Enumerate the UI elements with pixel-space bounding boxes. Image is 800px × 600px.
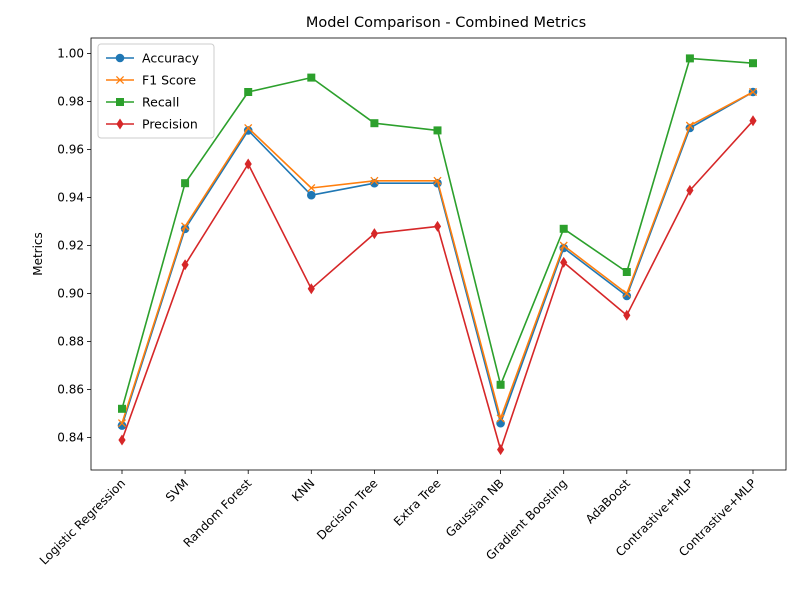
data-point [749,115,757,127]
x-tick-label: Random Forest [181,476,255,550]
data-point [496,414,505,423]
data-point [685,121,694,130]
series-line [121,91,754,424]
legend-item: Precision [106,117,198,132]
data-point [496,380,505,389]
data-point [433,176,442,185]
data-point [370,119,379,128]
data-point [118,404,126,413]
data-point [622,291,632,301]
series-f1-score [117,87,758,428]
legend-label: F1 Score [142,73,196,88]
y-tick-label: 0.98 [57,95,84,109]
data-point [370,176,379,185]
series-line [121,57,754,410]
legend: Accuracy F1 Score Recall Precision [97,43,215,139]
x-tick-label: SVM [163,476,191,504]
y-tick-label: 0.92 [57,239,84,253]
plot-frame [90,37,787,471]
y-tick-label: 0.94 [57,191,84,205]
data-point [307,190,316,200]
data-point [244,88,253,96]
legend-marker [116,98,124,106]
series-precision [118,115,757,456]
data-point [117,419,127,428]
legend-item: Accuracy [106,51,200,66]
legend-label: Recall [142,95,179,110]
x-tick-label: KNN [289,476,317,504]
data-point [622,268,631,276]
legend-marker [115,53,125,63]
x-tick-label: Decision Tree [314,476,380,542]
data-point [496,418,505,428]
data-point [559,241,568,250]
x-tick-label: Extra Tree [391,476,444,529]
data-point [370,228,378,240]
data-point [748,87,758,97]
data-point [181,179,190,188]
data-point [307,183,316,193]
x-tick-label: AdaBoost [583,476,633,526]
y-tick-label: 0.88 [57,335,84,349]
data-point [244,123,253,133]
data-point [622,289,631,298]
data-point [685,54,694,63]
y-tick-label: 0.86 [57,383,84,397]
data-point [686,184,694,196]
legend-item: Recall [106,95,179,110]
data-point [623,309,631,321]
y-tick-label: 0.84 [57,431,84,445]
data-point [118,434,126,446]
legend-box [97,43,215,139]
legend-marker [115,75,125,85]
data-point [244,158,252,170]
x-tick-label: Logistic Regression [37,476,128,567]
data-point [433,220,442,232]
legend-label: Precision [142,117,198,132]
y-axis-label: Metrics [31,232,45,276]
data-point [559,224,568,233]
data-point [560,256,568,268]
series-line [121,91,754,426]
series-recall [118,54,757,413]
legend-label: Accuracy [142,51,200,66]
y-tick-label: 0.90 [57,287,84,301]
data-point [307,73,316,82]
plot-area [117,54,758,456]
data-point [181,259,189,271]
x-tick-label: Gaussian NB [443,476,507,540]
data-point [307,283,315,295]
data-point [749,59,757,68]
series-line [121,120,754,451]
chart-title: Model Comparison - Combined Metrics [306,15,586,31]
y-tick-label: 0.96 [57,143,84,157]
legend-marker [116,118,124,130]
legend-item: F1 Score [106,73,196,88]
series-accuracy [117,87,758,430]
data-point [497,444,505,456]
data-point [117,421,127,430]
y-tick-label: 1.00 [57,47,84,61]
data-point [433,126,442,135]
data-point [181,222,190,231]
